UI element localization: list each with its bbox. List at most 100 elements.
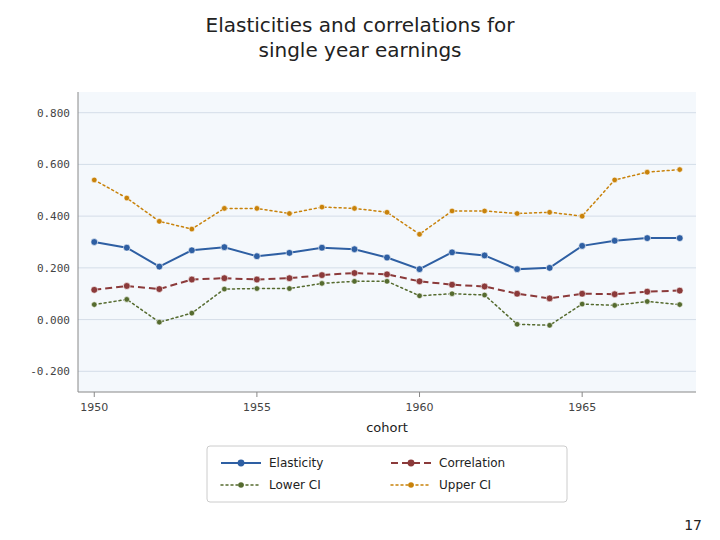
point [384, 271, 391, 278]
legend-marker [408, 460, 415, 467]
point [514, 266, 521, 273]
x-tick-label: 1955 [243, 401, 271, 414]
point [254, 206, 260, 212]
point [351, 246, 358, 253]
point [449, 291, 455, 297]
point [611, 237, 618, 244]
point [482, 292, 488, 298]
point [123, 283, 130, 290]
point [253, 276, 260, 283]
annotation: 17 [684, 517, 702, 533]
legend-label: Lower CI [269, 478, 321, 492]
grid-line [78, 267, 696, 268]
point [287, 211, 293, 217]
point [91, 239, 98, 246]
grid-line [78, 164, 696, 165]
point [644, 299, 650, 305]
point [449, 208, 455, 214]
point [156, 263, 163, 270]
legend-marker [408, 482, 414, 488]
point [546, 295, 553, 302]
point [579, 213, 585, 219]
point [676, 235, 683, 242]
point [222, 206, 228, 212]
plot-background [78, 92, 696, 392]
point [124, 297, 130, 303]
y-tick-label: 0.400 [37, 210, 70, 223]
point [222, 286, 228, 292]
point [514, 290, 521, 297]
x-axis [78, 392, 696, 393]
point [221, 275, 228, 282]
y-tick-label: 0.600 [37, 158, 70, 171]
y-tick-label: 0.200 [37, 262, 70, 275]
point [319, 272, 326, 279]
point [449, 249, 456, 256]
point [612, 177, 618, 183]
legend-marker [238, 482, 244, 488]
point [91, 302, 97, 308]
y-tick-label: 0.000 [37, 314, 70, 327]
point [188, 247, 195, 254]
point [319, 244, 326, 251]
point [157, 319, 163, 325]
point [124, 195, 130, 201]
point [579, 242, 586, 249]
x-tick-label: 1965 [568, 401, 596, 414]
x-tick-label: 1960 [406, 401, 434, 414]
series-line [94, 238, 679, 269]
point [514, 321, 520, 327]
point [352, 206, 358, 212]
point [579, 290, 586, 297]
point [416, 278, 423, 285]
y-tick-label: 0.800 [37, 107, 70, 120]
legend-label: Upper CI [439, 478, 491, 492]
series-line [94, 170, 679, 235]
point [189, 310, 195, 316]
x-tick-label: 1950 [80, 401, 108, 414]
point [188, 276, 195, 283]
point [546, 264, 553, 271]
x-tick [582, 392, 583, 397]
point [481, 283, 488, 290]
point [91, 286, 98, 293]
point [612, 303, 618, 309]
point [287, 286, 293, 292]
point [384, 254, 391, 261]
point [253, 253, 260, 260]
legend-box [207, 446, 567, 502]
point [644, 169, 650, 175]
point [319, 204, 325, 210]
point [286, 249, 293, 256]
point [482, 208, 488, 214]
point [319, 281, 325, 287]
point [221, 244, 228, 251]
point [579, 301, 585, 307]
point [514, 211, 520, 217]
legend-marker [238, 460, 245, 467]
point [449, 281, 456, 288]
title: Elasticities and correlations forsingle … [206, 13, 516, 62]
point [189, 226, 195, 232]
point [91, 177, 97, 183]
point [352, 279, 358, 285]
point [384, 279, 390, 285]
grid-line [78, 216, 696, 217]
x-tick [419, 392, 420, 397]
data-area [91, 167, 683, 328]
chart: Elasticities and correlations forsingle … [0, 0, 720, 540]
point [351, 270, 358, 277]
x-tick [256, 392, 257, 397]
point [286, 275, 293, 282]
point [417, 231, 423, 237]
point [254, 286, 260, 292]
grid-line [78, 112, 696, 113]
legend-label: Elasticity [269, 456, 323, 470]
y-axis [78, 92, 79, 392]
point [677, 302, 683, 308]
point [676, 287, 683, 294]
point [644, 235, 651, 242]
point [157, 219, 163, 225]
legend-label: Correlation [439, 456, 505, 470]
point [123, 244, 130, 251]
